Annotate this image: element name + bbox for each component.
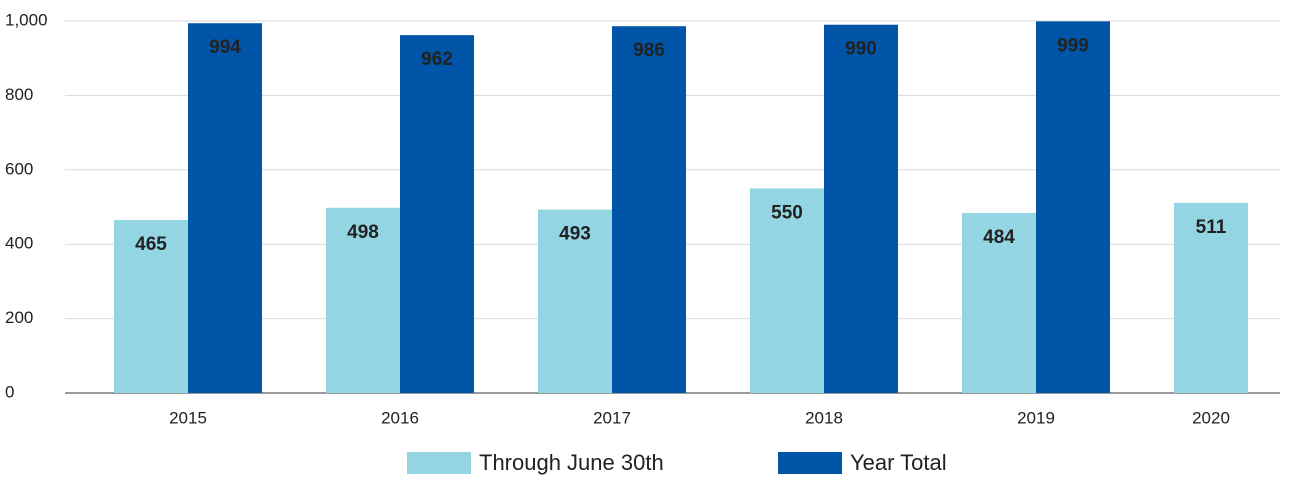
value-label: 465	[135, 234, 167, 255]
value-label: 999	[1057, 35, 1089, 56]
bar	[612, 26, 686, 393]
x-tick-label: 2018	[805, 408, 843, 427]
y-tick-label: 800	[5, 85, 33, 104]
value-label: 511	[1196, 217, 1227, 238]
bar	[962, 212, 1036, 393]
legend-swatch	[778, 452, 842, 474]
x-tick-label: 2016	[381, 408, 419, 427]
value-label: 550	[771, 202, 803, 223]
value-label: 484	[983, 227, 1015, 248]
bar	[538, 209, 612, 393]
bar	[1036, 21, 1110, 393]
x-tick-label: 2020	[1192, 408, 1230, 427]
y-tick-label: 200	[5, 308, 33, 327]
value-label: 498	[347, 222, 379, 243]
value-label: 986	[633, 40, 665, 61]
bar	[114, 220, 188, 393]
bar	[326, 207, 400, 393]
value-label: 994	[209, 37, 241, 58]
x-tick-label: 2015	[169, 408, 207, 427]
bar	[188, 23, 262, 394]
y-tick-label: 0	[5, 382, 14, 401]
value-label: 493	[559, 224, 591, 245]
y-tick-label: 600	[5, 159, 33, 178]
y-tick-label: 400	[5, 234, 33, 253]
legend-label: Through June 30th	[479, 450, 664, 475]
bar	[824, 24, 898, 393]
bar	[750, 188, 824, 393]
legend-swatch	[407, 452, 471, 474]
bar	[400, 35, 474, 394]
legend-label: Year Total	[850, 450, 947, 475]
x-tick-label: 2019	[1017, 408, 1055, 427]
y-tick-label: 1,000	[5, 10, 48, 29]
x-tick-label: 2017	[593, 408, 631, 427]
bar	[1174, 202, 1248, 393]
value-label: 962	[421, 49, 453, 70]
value-label: 990	[845, 39, 877, 60]
